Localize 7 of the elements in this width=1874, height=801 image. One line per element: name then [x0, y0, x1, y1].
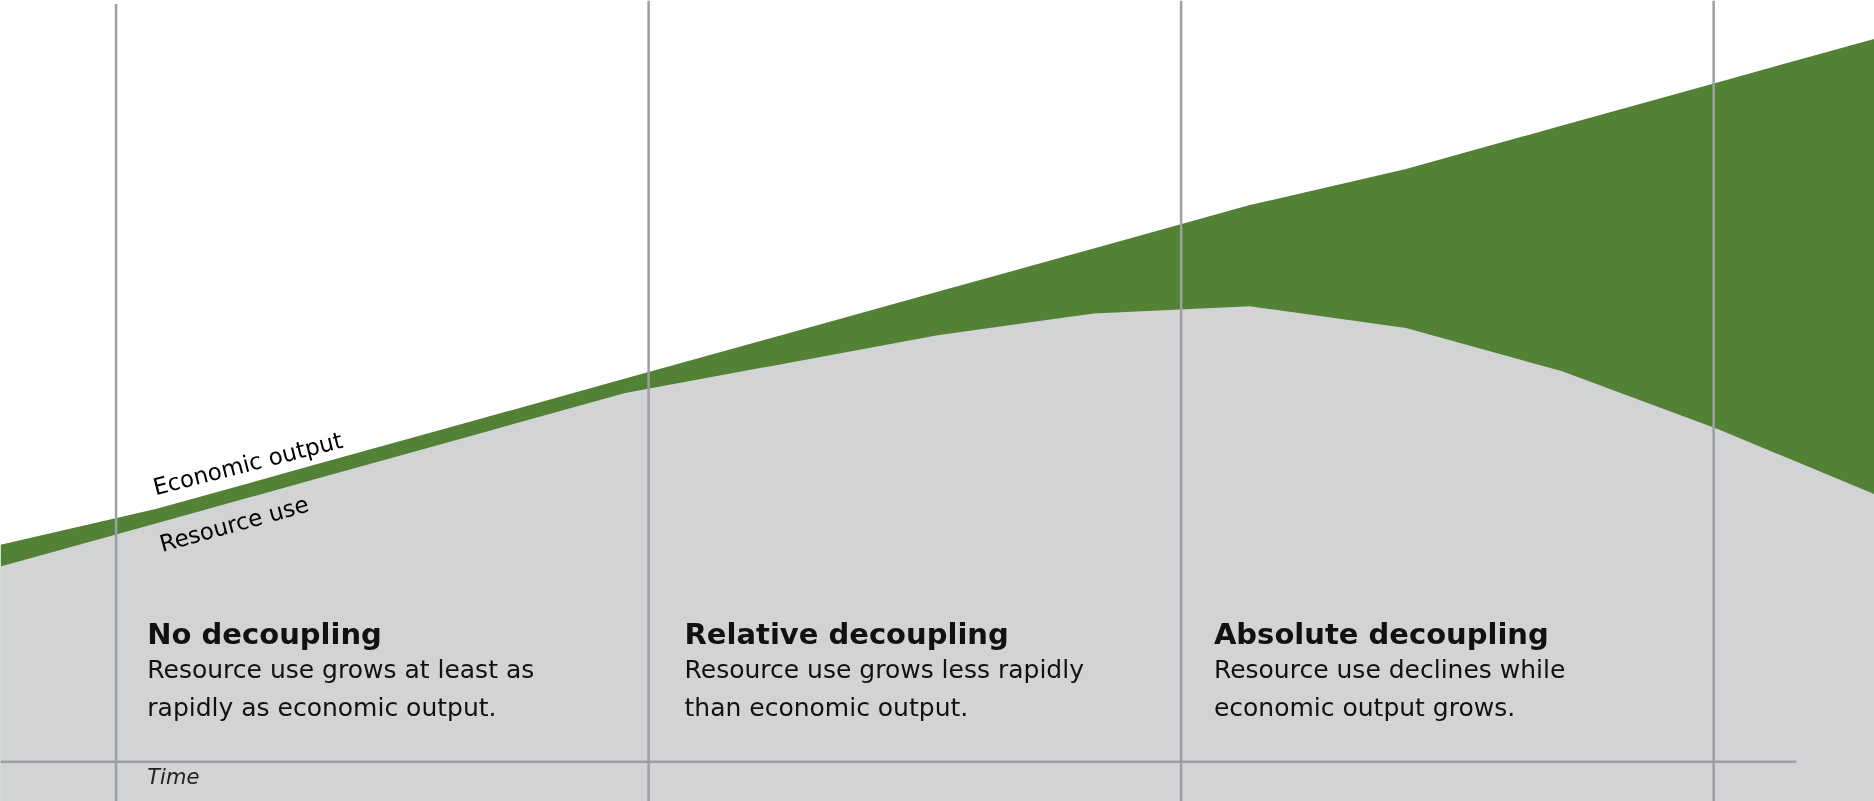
x-axis-title: Time	[147, 765, 200, 790]
annotation: Relative decoupling	[684, 617, 1009, 652]
annotation: No decoupling	[147, 617, 382, 652]
annotation: Absolute decoupling	[1213, 617, 1549, 652]
annotation: Resource use declines while economic output grows.	[1213, 655, 1566, 723]
annotation: Resource use grows less rapidly than economic output.	[684, 655, 1085, 723]
annotation: Resource use grows at least as rapidly as economic output.	[147, 655, 535, 723]
